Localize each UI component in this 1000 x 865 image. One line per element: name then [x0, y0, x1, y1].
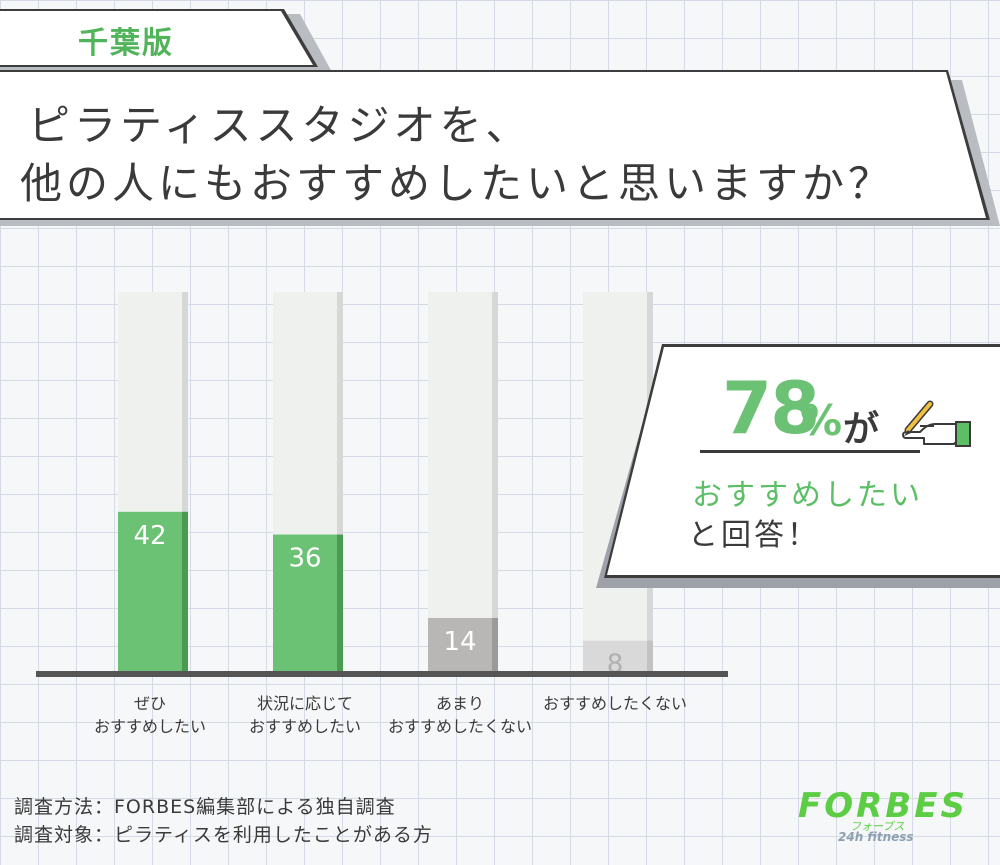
summary-recommend-text: おすすめしたい	[692, 478, 923, 513]
bar-track-shadow	[492, 292, 498, 671]
bar	[583, 640, 647, 671]
forbes-logo: FORBES	[798, 786, 968, 826]
forbes-logo-katakana: フォーブス	[850, 820, 905, 833]
title-panel	[0, 72, 986, 218]
bar	[273, 534, 337, 671]
bar-value-label: 14	[443, 627, 476, 657]
bar	[428, 617, 492, 671]
bar	[118, 511, 182, 671]
category-label: おすすめしたくない	[388, 717, 532, 736]
callout-underline	[700, 450, 920, 453]
region-tag-label: 千葉版	[78, 26, 174, 61]
bar-side	[492, 617, 498, 671]
bar-side	[647, 640, 653, 671]
question-title-line-1: ピラティススタジオを、	[28, 101, 532, 150]
survey-target: 調査対象：ピラティスを利用したことがある方	[14, 824, 433, 846]
x-axis-baseline	[36, 671, 728, 677]
bar-track	[428, 292, 492, 671]
bar-track-shadow	[337, 292, 343, 671]
region-tag	[0, 11, 313, 65]
category-label: おすすめしたい	[249, 717, 361, 736]
bar-value-label: 42	[133, 521, 166, 551]
bar-track-shadow	[182, 292, 188, 671]
summary-answer-text: と回答！	[688, 518, 820, 553]
bar-side	[337, 534, 343, 671]
forbes-logo-tagline: 24h fitness	[838, 830, 914, 844]
bar-side	[182, 511, 188, 671]
category-label: おすすめしたくない	[543, 694, 687, 713]
bar-value-label: 36	[288, 544, 321, 574]
category-label: あまり	[436, 694, 484, 713]
writing-hand-icon	[902, 400, 971, 447]
survey-method: 調査方法：FORBES編集部による独自調査	[14, 796, 396, 818]
summary-percent: 78	[722, 366, 820, 450]
summary-percent-unit: %	[800, 396, 843, 445]
summary-particle: が	[843, 409, 880, 450]
category-label: おすすめしたい	[94, 717, 206, 736]
category-label: 状況に応じて	[257, 694, 353, 713]
category-label: ぜひ	[134, 694, 166, 713]
question-title-line-2: 他の人にもおすすめしたいと思いますか？	[20, 159, 895, 208]
summary-callout	[607, 347, 1000, 575]
